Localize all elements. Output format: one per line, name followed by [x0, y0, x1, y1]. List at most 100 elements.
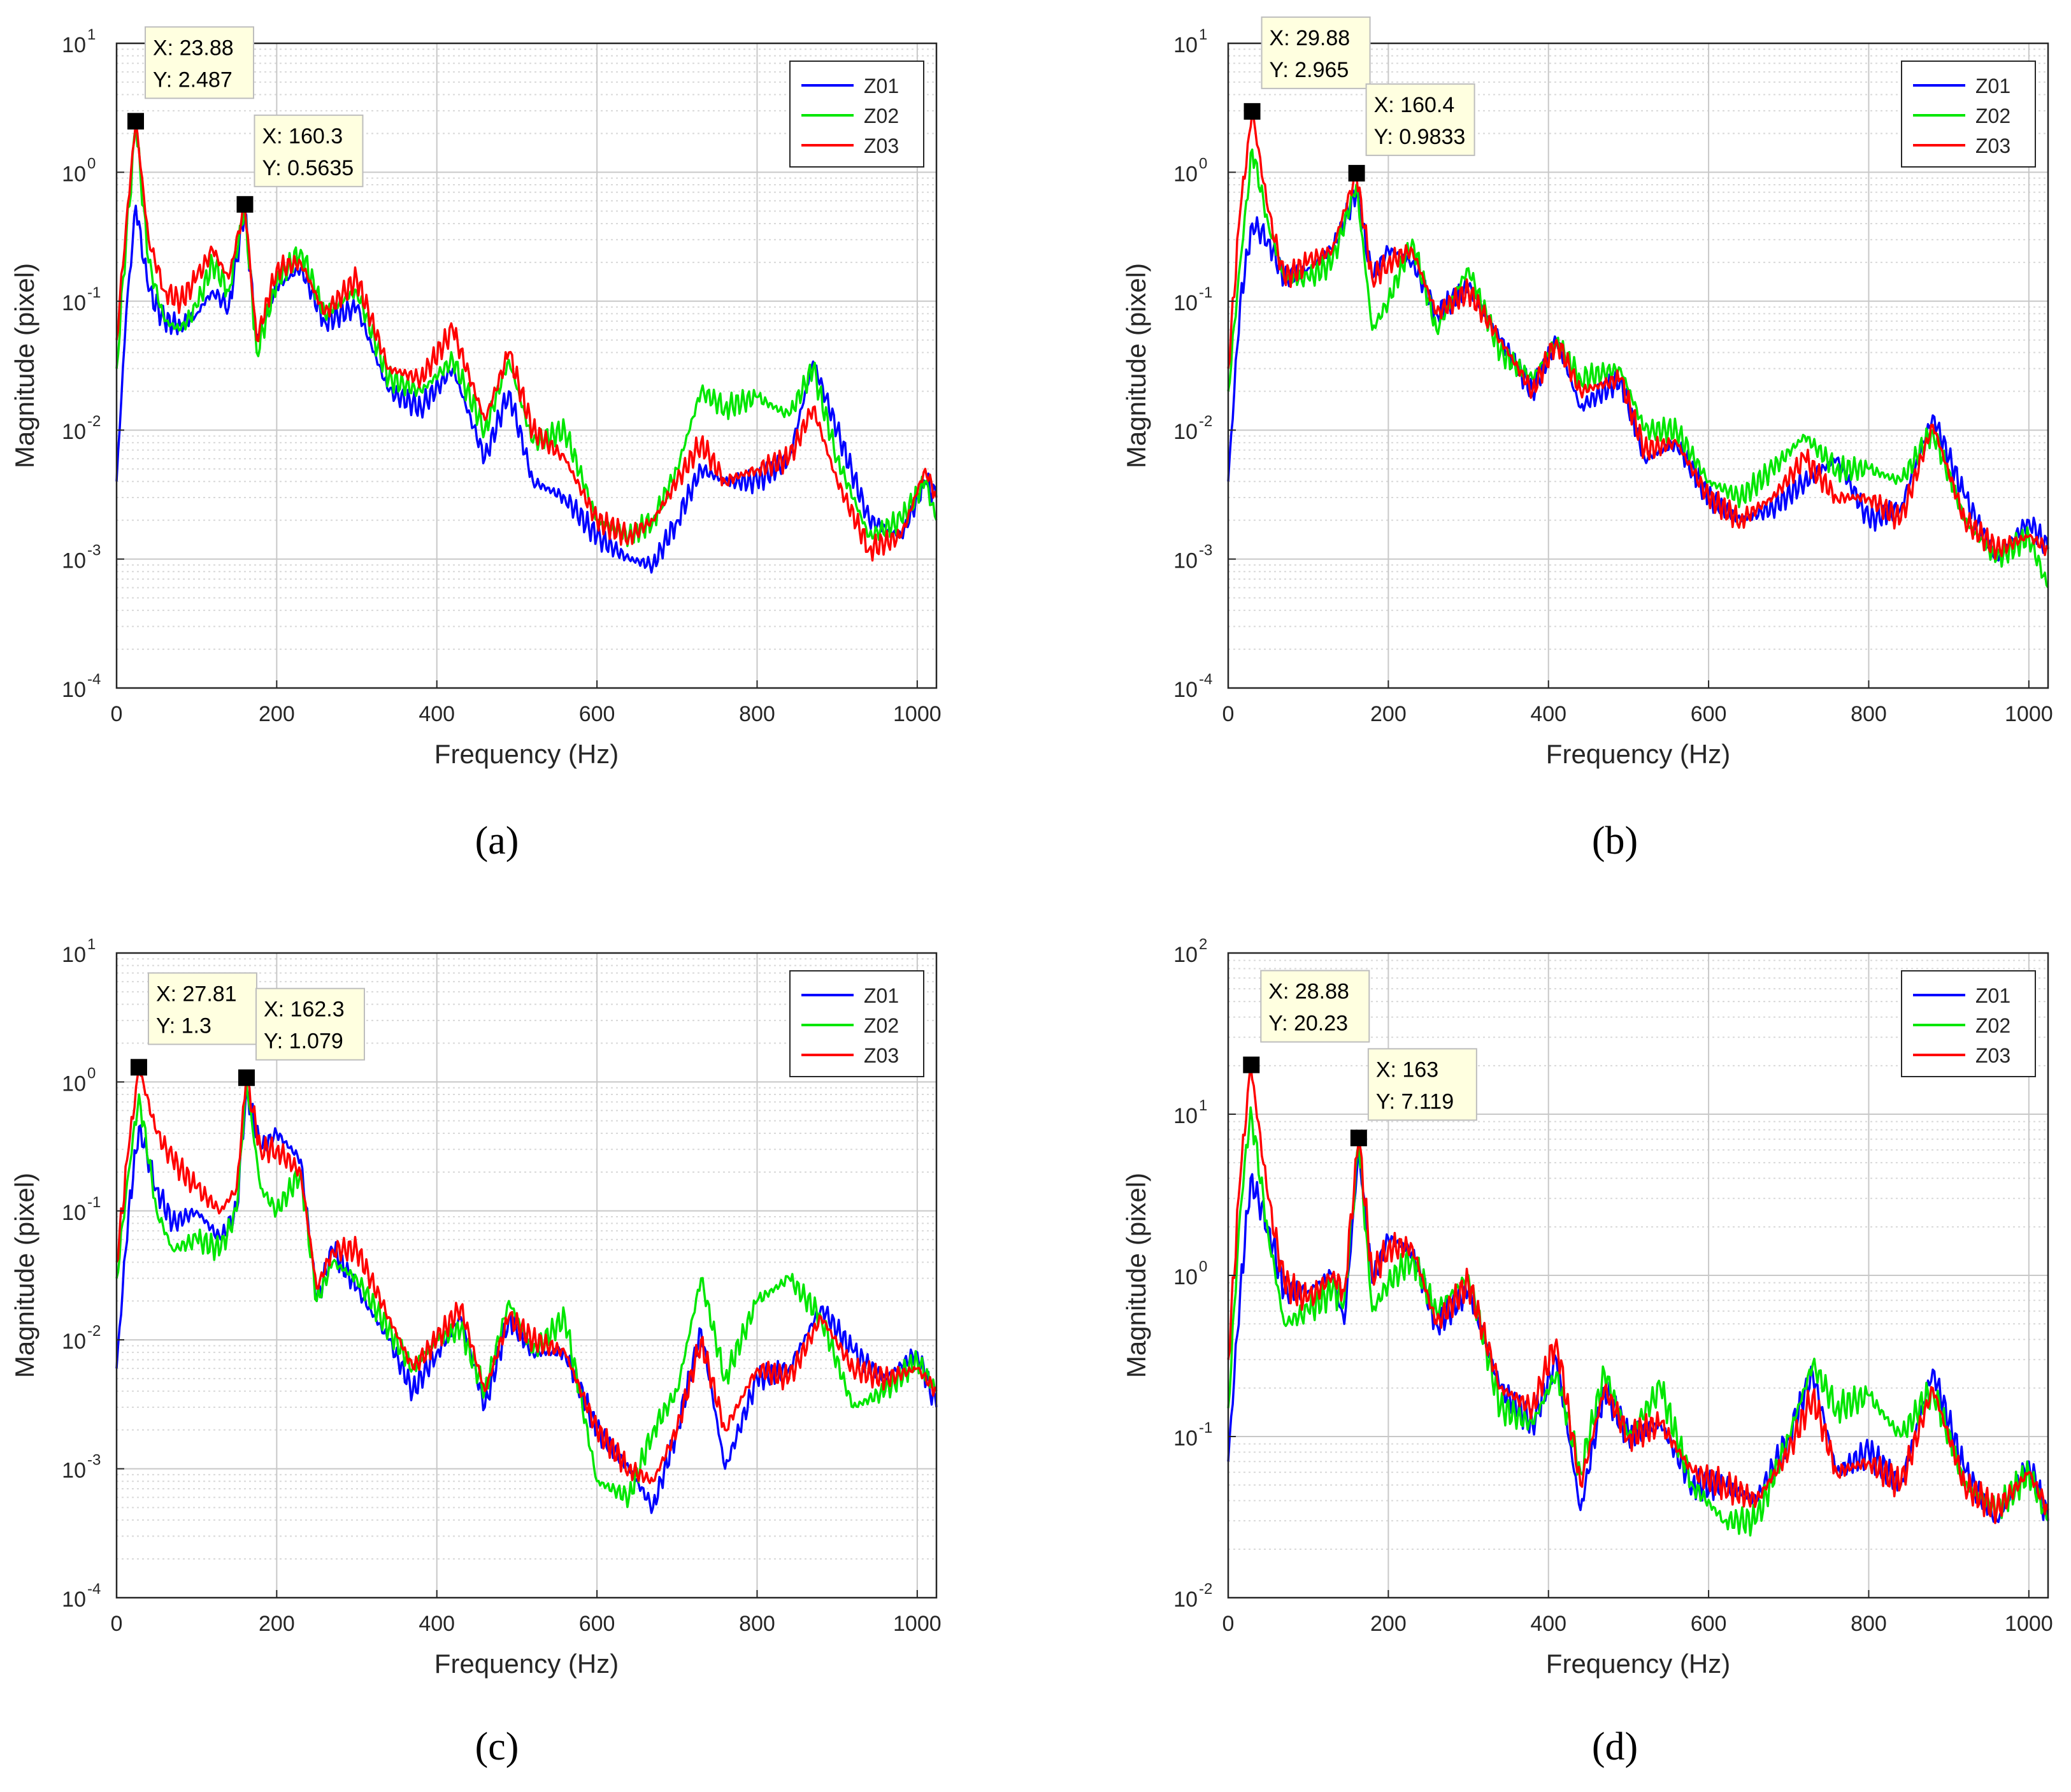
x-tick-label: 600 [1691, 1612, 1727, 1636]
x-tick-labels: 0 200 400 600 800 1000 [1222, 702, 2053, 726]
datatip-marker [238, 1069, 255, 1086]
legend: Z01 Z02 Z03 [1901, 970, 2036, 1077]
x-tick-label: 200 [259, 1612, 295, 1636]
datatip-x-label: X: 163 [1376, 1057, 1438, 1082]
x-tick-label: 400 [1530, 702, 1566, 726]
datatip-y-label: Y: 20.23 [1268, 1012, 1348, 1036]
legend-label-z02: Z02 [864, 1014, 899, 1037]
y-tick-label: 10 [1173, 549, 1198, 573]
datatip-box [1365, 83, 1475, 156]
panel-label: (b) [1592, 819, 1638, 863]
y-tick-exponent: 0 [87, 155, 96, 172]
panel-label: (c) [475, 1725, 519, 1768]
x-axis-label: Frequency (Hz) [434, 739, 619, 769]
y-tick-label: 10 [62, 420, 86, 444]
y-tick-label: 10 [62, 162, 86, 186]
datatip-marker [236, 196, 254, 213]
datatip-marker [130, 1059, 147, 1076]
y-tick-label: 10 [1173, 1588, 1198, 1612]
x-tick-label: 600 [579, 1612, 615, 1636]
legend-label-z01: Z01 [1975, 75, 2010, 97]
y-tick-exponent: 0 [87, 1064, 96, 1082]
y-tick-label: 10 [1173, 33, 1198, 57]
datatip-y-label: Y: 7.119 [1376, 1089, 1454, 1114]
datatip-box [1367, 1048, 1477, 1121]
series-line-z03 [1227, 1063, 2049, 1524]
legend-label-z03: Z03 [864, 134, 899, 157]
datatip-marker [1243, 1056, 1260, 1073]
legend-label-z03: Z03 [1975, 1044, 2010, 1067]
x-axis-label: Frequency (Hz) [1546, 1649, 1730, 1679]
x-tick-label: 400 [1530, 1612, 1566, 1636]
x-tick-label: 400 [419, 702, 455, 726]
y-axis-label: Magnitude (pixel) [1121, 1173, 1151, 1378]
y-tick-label: 10 [62, 33, 86, 57]
y-tick-exponent: 1 [1199, 26, 1207, 43]
y-tick-exponent: 2 [1199, 936, 1207, 953]
x-tick-label: 200 [259, 702, 295, 726]
datatip-y-label: Y: 0.5635 [262, 156, 354, 180]
datatips: X: 29.88 Y: 2.965 X: 160.4 Y: 0.9833 [1243, 16, 1475, 182]
y-tick-exponent: -1 [87, 1194, 101, 1211]
y-tick-exponent: -3 [87, 1452, 101, 1469]
y-tick-label: 10 [62, 549, 86, 573]
series-line-z03 [1227, 110, 2049, 560]
y-tick-exponent: 1 [87, 26, 96, 43]
x-tick-label: 0 [1222, 1612, 1235, 1636]
y-tick-label: 10 [62, 1072, 86, 1096]
legend: Z01 Z02 Z03 [789, 61, 924, 168]
y-tick-label: 10 [1173, 1265, 1198, 1289]
datatip-x-label: X: 23.88 [153, 36, 234, 60]
x-tick-label: 0 [1222, 702, 1235, 726]
y-tick-label: 10 [1173, 420, 1198, 444]
y-axis-label: Magnitude (pixel) [10, 1173, 39, 1378]
datatip-box [145, 26, 255, 99]
y-tick-exponent: -2 [87, 1322, 101, 1340]
x-tick-labels: 0 200 400 600 800 1000 [111, 702, 942, 726]
datatip-y-label: Y: 1.079 [264, 1029, 343, 1054]
legend-label-z03: Z03 [864, 1044, 899, 1067]
axes-box [1227, 42, 2049, 689]
legend-label-z03: Z03 [1975, 134, 2010, 157]
y-axis-label: Magnitude (pixel) [1121, 263, 1151, 468]
x-axis-label: Frequency (Hz) [1546, 739, 1730, 769]
y-tick-exponent: -3 [1199, 542, 1212, 559]
series-lines [115, 1066, 938, 1514]
datatip-box [1261, 16, 1371, 89]
panel-label: (a) [475, 819, 519, 863]
x-tick-label: 1000 [893, 702, 942, 726]
y-tick-label: 10 [62, 678, 86, 702]
x-tick-label: 400 [419, 1612, 455, 1636]
y-tick-label: 10 [62, 1330, 86, 1354]
y-tick-exponent: -1 [1199, 1419, 1212, 1437]
legend-label-z02: Z02 [1975, 1014, 2010, 1037]
y-tick-exponent: -4 [87, 671, 101, 688]
datatip-x-label: X: 162.3 [264, 998, 345, 1022]
axes-box [115, 42, 938, 689]
datatips: X: 27.81 Y: 1.3 X: 162.3 Y: 1.079 [130, 972, 365, 1086]
y-tick-exponent: -4 [1199, 671, 1212, 688]
x-tick-label: 800 [1851, 702, 1887, 726]
y-tick-exponent: 1 [1199, 1097, 1207, 1114]
x-tick-labels: 0 200 400 600 800 1000 [1222, 1612, 2053, 1636]
x-tick-label: 800 [1851, 1612, 1887, 1636]
datatip-y-label: Y: 1.3 [156, 1014, 211, 1038]
y-tick-label: 10 [1173, 162, 1198, 186]
legend-label-z02: Z02 [864, 104, 899, 127]
legend-label-z01: Z01 [864, 984, 899, 1007]
panel-label: (d) [1592, 1725, 1638, 1768]
series-lines [1227, 110, 2049, 589]
axes-box [115, 952, 938, 1599]
series-line-z02 [1227, 148, 2049, 589]
y-tick-label: 10 [1173, 291, 1198, 315]
x-tick-labels: 0 200 400 600 800 1000 [111, 1612, 942, 1636]
y-tick-exponent: -4 [87, 1581, 101, 1598]
y-tick-label: 10 [62, 291, 86, 315]
